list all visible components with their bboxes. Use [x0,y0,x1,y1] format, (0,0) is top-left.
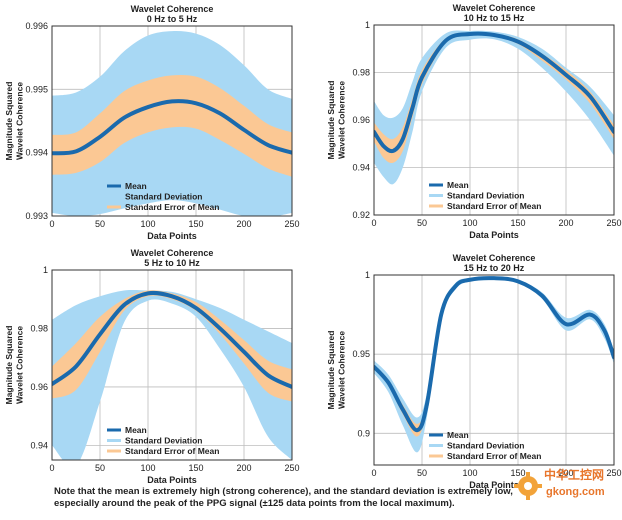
y-tick-label: 0.994 [25,148,48,158]
x-tick-label: 250 [284,219,299,229]
x-tick-label: 200 [236,463,251,473]
x-tick-label: 250 [606,468,621,478]
y-axis-label: Magnitude SquaredWavelet Coherence [326,81,347,160]
chart-subtitle: 10 Hz to 15 Hz [464,13,525,23]
y-axis-label-line: Magnitude Squared [326,331,336,410]
chart-subtitle: 5 Hz to 10 Hz [144,258,200,268]
y-tick-label: 1 [365,20,370,30]
y-tick-label: 1 [43,265,48,275]
y-axis-label-line: Wavelet Coherence [15,82,25,160]
x-axis-label: Data Points [469,480,519,490]
y-axis-label: Magnitude SquaredWavelet Coherence [4,326,25,405]
legend-label: Standard Deviation [125,436,202,446]
x-tick-label: 150 [510,468,525,478]
legend-label: Standard Error of Mean [447,201,541,211]
watermark-url: gkong.com [546,486,605,498]
legend-label: Standard Deviation [125,192,202,202]
chart-title: Wavelet Coherence [131,248,214,258]
y-tick-label: 0.92 [352,210,370,220]
y-axis-label-line: Magnitude Squared [4,326,14,405]
chart-subtitle: 15 Hz to 20 Hz [464,263,525,273]
y-axis-label-line: Wavelet Coherence [15,326,25,404]
gear-logo-icon [514,472,542,500]
y-tick-label: 0.96 [30,382,48,392]
site-watermark: 中华工控网 gkong.com [500,462,620,518]
legend-label: Standard Error of Mean [447,451,541,461]
x-tick-label: 50 [417,468,427,478]
x-tick-label: 0 [49,463,54,473]
legend-label: Standard Error of Mean [125,446,219,456]
y-tick-label: 0.98 [30,323,48,333]
y-tick-label: 0.95 [352,349,370,359]
chart-panel-2: 0 50 100 150 200 250 0.92 0.94 0.96 0.98 1 Wavelet … [326,3,622,240]
x-tick-label: 0 [371,468,376,478]
x-tick-label: 250 [606,218,621,228]
note-line-1: Note that the mean is extremely high (st… [54,486,513,497]
chart-title: Wavelet Coherence [453,253,536,263]
y-axis-label-line: Magnitude Squared [4,82,14,161]
y-tick-label: 0.98 [352,68,370,78]
x-tick-label: 50 [95,463,105,473]
legend-label: Mean [447,180,469,190]
x-tick-label: 100 [462,218,477,228]
y-tick-label: 0.995 [25,84,48,94]
y-tick-label: 0.94 [352,163,370,173]
mean-line [374,31,614,154]
mean-line [52,290,292,389]
y-axis-label: Magnitude SquaredWavelet Coherence [326,331,347,410]
legend-label: Standard Deviation [447,441,524,451]
y-tick-label: 0.996 [25,21,48,31]
x-axis-label: Data Points [469,230,519,240]
note-line-2: especially around the peak of the PPG si… [54,498,455,509]
y-axis-label-line: Magnitude Squared [326,81,336,160]
x-tick-label: 200 [558,468,573,478]
x-axis-label: Data Points [147,231,197,241]
x-tick-label: 50 [95,219,105,229]
x-tick-label: 150 [188,219,203,229]
x-tick-label: 100 [140,463,155,473]
mean-line [374,276,614,433]
x-tick-label: 0 [371,218,376,228]
x-tick-label: 100 [140,219,155,229]
legend-label: Standard Deviation [447,191,524,201]
chart-panel-1: 0 50 100 150 200 250 0.993 0.994 0.995 0.996 Wavel… [4,4,300,241]
x-tick-label: 150 [510,218,525,228]
mean-line [52,99,292,156]
chart-title: Wavelet Coherence [453,3,536,13]
chart-panel-3: 0 50 100 150 200 250 0.94 0.96 0.98 1 Wavelet Cohe… [4,248,300,485]
x-tick-label: 250 [284,463,299,473]
y-tick-label: 0.94 [30,440,48,450]
x-tick-label: 50 [417,218,427,228]
x-tick-label: 200 [558,218,573,228]
figure-note: Note that the mean is extremely high (st… [54,486,614,510]
legend-label: Mean [447,430,469,440]
legend-label: Standard Error of Mean [125,202,219,212]
y-axis-label-line: Wavelet Coherence [337,81,347,159]
plot-frame [373,274,615,466]
watermark-chinese-text: 中华工控网 [544,468,605,482]
x-tick-label: 0 [49,219,54,229]
x-tick-label: 150 [188,463,203,473]
plot-frame [51,25,293,217]
y-tick-label: 0.96 [352,115,370,125]
y-tick-label: 0.993 [25,211,48,221]
x-axis-label: Data Points [147,475,197,485]
y-tick-label: 0.9 [357,428,370,438]
y-axis-label: Magnitude SquaredWavelet Coherence [4,82,25,161]
chart-subtitle: 0 Hz to 5 Hz [147,14,198,24]
legend-label: Mean [125,425,147,435]
plot-frame [51,269,293,461]
legend-label: Mean [125,181,147,191]
x-tick-label: 200 [236,219,251,229]
plot-frame [373,24,615,216]
chart-title: Wavelet Coherence [131,4,214,14]
chart-panel-4: 0 50 100 150 200 250 0.9 0.95 1 Wavelet Coherence… [326,253,622,490]
y-tick-label: 1 [365,270,370,280]
x-tick-label: 100 [462,468,477,478]
y-axis-label-line: Wavelet Coherence [337,331,347,409]
std-error-band [52,74,292,177]
